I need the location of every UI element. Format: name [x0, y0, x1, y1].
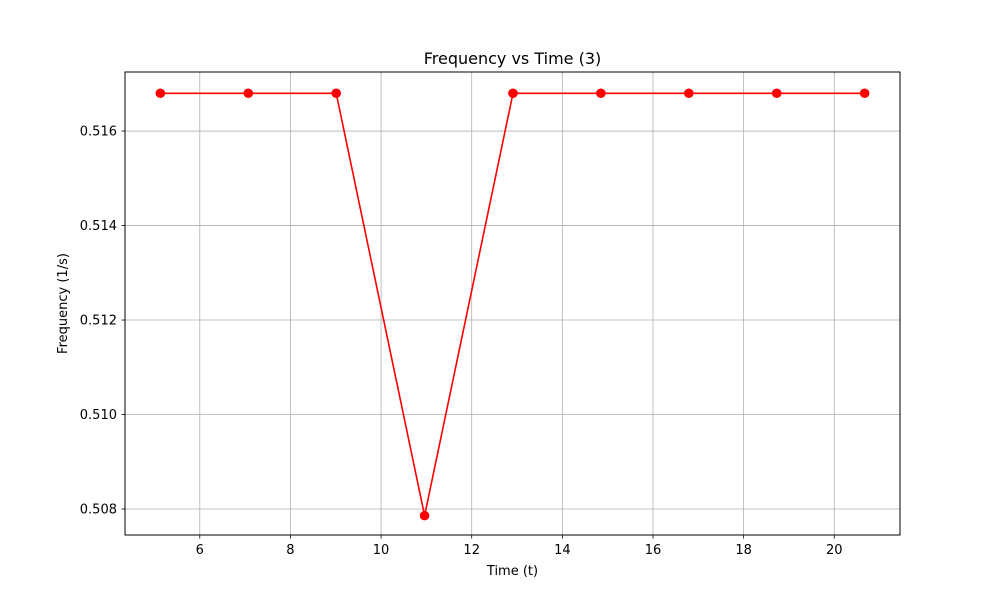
y-tick-label: 0.510: [80, 408, 117, 423]
y-tick-label: 0.512: [80, 314, 117, 329]
data-point: [596, 88, 606, 99]
plot-area-frame: [124, 71, 901, 536]
data-point: [684, 88, 694, 99]
data-point: [419, 510, 430, 521]
x-axis-label: Time (t): [486, 564, 538, 579]
y-tick-label: 0.514: [80, 219, 117, 234]
x-tick-label: 8: [286, 543, 294, 558]
data-point: [508, 88, 518, 99]
x-tick-label: 16: [645, 543, 662, 558]
axis-ticks: 6 8 10 12 14 16 18 20 0.508 0.510 0.512 0.514 0.516: [80, 125, 843, 558]
chart-title: Frequency vs Time (3): [424, 49, 602, 68]
x-tick-label: 6: [196, 543, 204, 558]
data-point: [859, 88, 870, 99]
data-point: [331, 88, 341, 99]
data-point: [155, 88, 166, 99]
grid-lines: [125, 72, 900, 535]
x-tick-label: 20: [826, 543, 843, 558]
x-tick-label: 10: [373, 543, 390, 558]
y-tick-label: 0.508: [80, 503, 117, 518]
y-tick-label: 0.516: [80, 125, 117, 140]
x-tick-label: 12: [463, 543, 480, 558]
series-layer: [155, 88, 870, 521]
y-axis-label: Frequency (1/s): [56, 253, 71, 354]
data-point: [771, 88, 782, 99]
data-point: [243, 88, 254, 99]
x-tick-label: 14: [554, 543, 571, 558]
x-tick-label: 18: [735, 543, 752, 558]
